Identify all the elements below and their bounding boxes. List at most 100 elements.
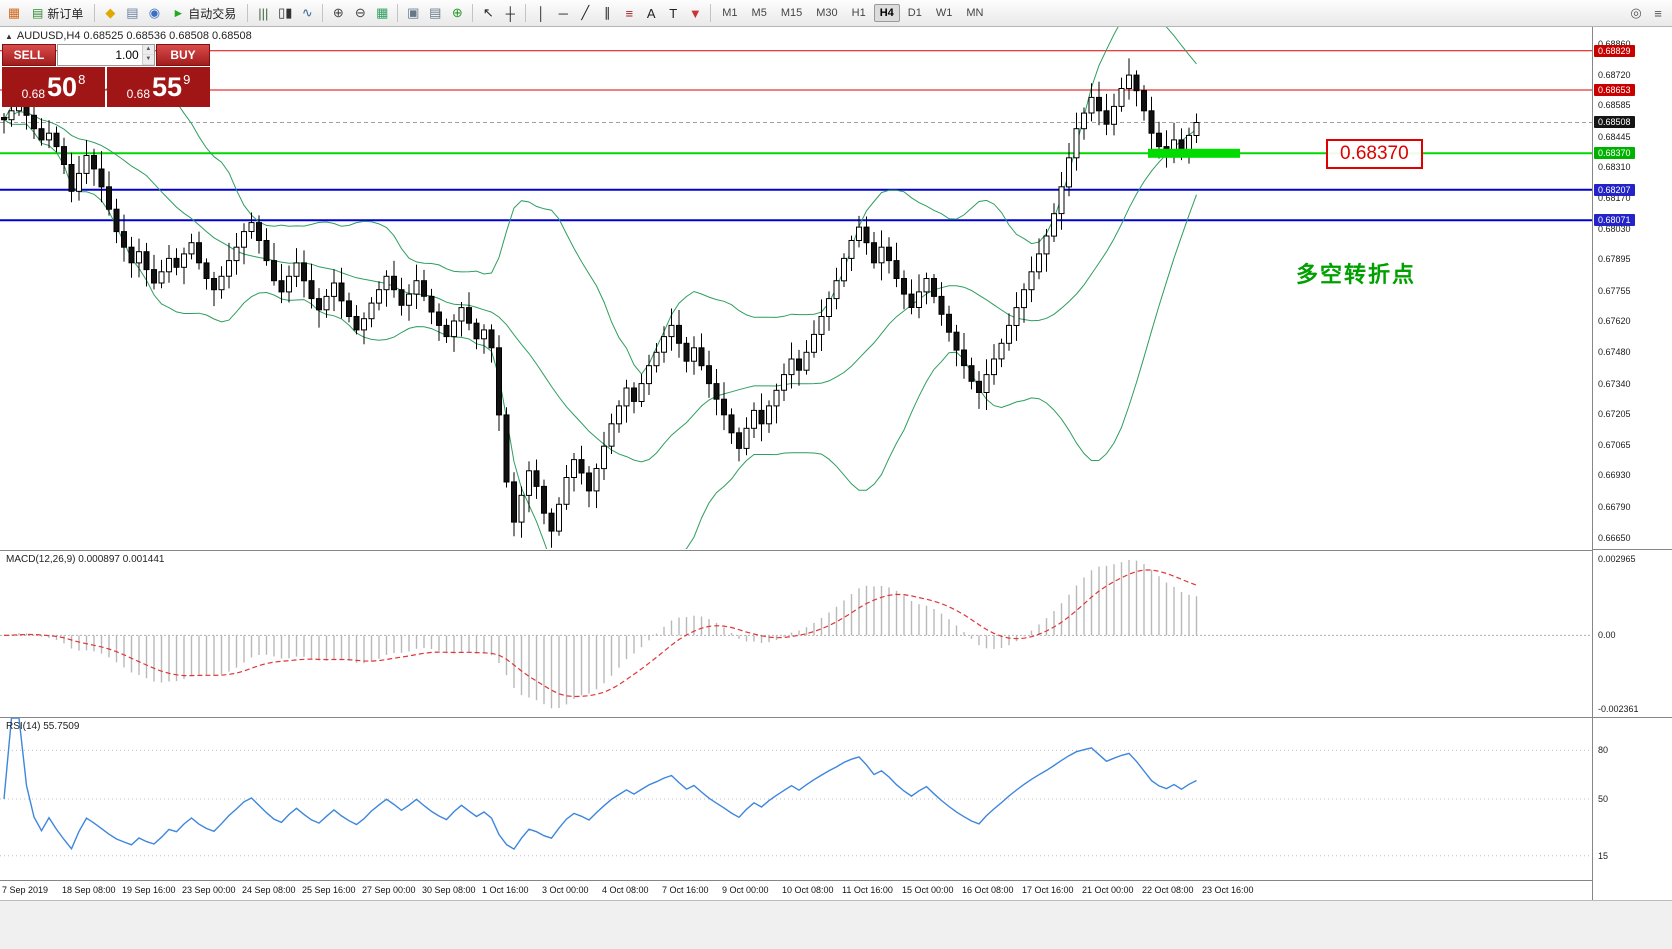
- sell-price-prefix: 0.68: [21, 87, 46, 101]
- price-axis[interactable]: 0.68860 0.68720 0.68585 0.68445 0.68310 0.681…: [1592, 27, 1672, 900]
- community-icon[interactable]: ◉: [148, 5, 161, 20]
- cascade-windows-icon[interactable]: ▤: [429, 5, 442, 20]
- autotrading-button[interactable]: ► 自动交易: [165, 3, 243, 24]
- toolbar-separator: [525, 4, 527, 22]
- new-order-icon: ▤: [32, 6, 44, 20]
- price-level-box: 0.68370: [1594, 147, 1635, 160]
- chart-annotation-text: 多空转折点: [1296, 262, 1417, 287]
- toolbar-separator: [472, 4, 474, 22]
- rsi-canvas[interactable]: [0, 717, 1592, 879]
- fibonacci-icon[interactable]: ≡: [625, 5, 634, 21]
- time-label: 3 Oct 00:00: [542, 885, 589, 895]
- search-icon[interactable]: ◎: [1630, 5, 1642, 20]
- rsi-tick: 50: [1598, 794, 1609, 804]
- timeframe-mn[interactable]: MN: [960, 4, 989, 22]
- time-label: 7 Sep 2019: [2, 885, 49, 895]
- chart-area[interactable]: 7 Sep 2019 18 Sep 08:00 19 Sep 16:00 23 Sep…: [0, 27, 1672, 949]
- time-label: 16 Oct 08:00: [962, 885, 1014, 895]
- rsi-indicator-label: RSI(14) 55.7509: [6, 721, 80, 732]
- price-tick: 0.67895: [1598, 254, 1631, 265]
- autotrading-button-label: 自动交易: [188, 6, 237, 21]
- sell-button[interactable]: SELL: [2, 44, 56, 66]
- volume-up-icon[interactable]: ▲: [142, 45, 154, 55]
- zoom-in-icon[interactable]: ⊕: [332, 5, 344, 20]
- sell-price-tile[interactable]: 0.68 50 8: [2, 67, 105, 107]
- grid-icon[interactable]: ▦: [376, 5, 389, 20]
- new-order-button-label: 新订单: [47, 6, 84, 21]
- charts-folder-icon[interactable]: ◆: [105, 5, 116, 20]
- time-label: 23 Sep 00:00: [182, 885, 236, 895]
- line-chart-icon[interactable]: ∿: [301, 5, 313, 20]
- timeframe-m15[interactable]: M15: [775, 4, 808, 22]
- new-order-button[interactable]: ▤ 新订单: [25, 3, 90, 24]
- label-icon[interactable]: T: [669, 5, 678, 21]
- cursor-icon[interactable]: ↖: [482, 5, 494, 20]
- price-level-box: 0.68207: [1594, 183, 1635, 196]
- one-click-trade-panel: SELL ▲ ▼ BUY 0.68 50 8 0.68: [2, 44, 210, 107]
- volume-down-icon[interactable]: ▼: [142, 55, 154, 65]
- timeframe-m5[interactable]: M5: [746, 4, 773, 22]
- buy-price-pips: 9: [183, 72, 191, 87]
- time-label: 21 Oct 00:00: [1082, 885, 1134, 895]
- text-icon[interactable]: A: [646, 5, 656, 21]
- time-label: 15 Oct 00:00: [902, 885, 954, 895]
- buy-price-big: 55: [152, 72, 183, 102]
- main-chart-canvas[interactable]: [0, 27, 1592, 549]
- time-label: 9 Oct 00:00: [722, 885, 769, 895]
- buy-price-tile[interactable]: 0.68 55 9: [107, 67, 210, 107]
- price-tick: 0.67755: [1598, 285, 1631, 296]
- price-tick: 0.68170: [1598, 193, 1631, 204]
- toolbar: ▦ ▤ 新订单 ◆ ▤ ◉ ► 自动交易 ||| ▯▮ ∿ ⊕ ⊖ ▦ ▣ ▤ ⊕ ↖ ┼ │ ─ ╱ ∥ ≡ A T ▼ M1 M5 M…: [0, 0, 1672, 27]
- price-tick: 0.68310: [1598, 161, 1631, 172]
- price-axis-rsi[interactable]: 80 50 15: [1593, 717, 1672, 880]
- price-level-tag[interactable]: 0.68370: [1326, 139, 1423, 169]
- price-tick: 0.67205: [1598, 408, 1631, 419]
- zoom-out-icon[interactable]: ⊖: [354, 5, 366, 20]
- toolbar-separator: [710, 4, 712, 22]
- macd-canvas[interactable]: [0, 550, 1592, 716]
- bar-chart-icon[interactable]: |||: [258, 5, 269, 21]
- channel-icon[interactable]: ∥: [604, 5, 611, 20]
- indicators-icon[interactable]: ⊕: [451, 5, 463, 20]
- volume-input[interactable]: [58, 45, 142, 65]
- time-label: 7 Oct 16:00: [662, 885, 709, 895]
- timeframe-h1[interactable]: H1: [846, 4, 872, 22]
- crosshair-icon[interactable]: ┼: [505, 5, 515, 21]
- timeframe-d1[interactable]: D1: [902, 4, 928, 22]
- price-level-box: 0.68071: [1594, 214, 1635, 227]
- timeframe-w1[interactable]: W1: [930, 4, 959, 22]
- arrow-objects-icon[interactable]: ▼: [688, 5, 702, 21]
- candlestick-icon[interactable]: ▯▮: [278, 5, 293, 20]
- tile-windows-icon[interactable]: ▣: [407, 5, 420, 20]
- horizontal-line-icon[interactable]: ─: [558, 5, 568, 21]
- price-axis-main[interactable]: 0.68860 0.68720 0.68585 0.68445 0.68310 0.681…: [1593, 27, 1672, 549]
- price-tick: 0.68030: [1598, 224, 1631, 235]
- collapse-icon[interactable]: ▲: [5, 31, 13, 41]
- price-axis-macd[interactable]: 0.002965 0.00 -0.002361: [1593, 549, 1672, 717]
- timeframe-m1[interactable]: M1: [716, 4, 743, 22]
- timeframe-h4[interactable]: H4: [873, 4, 900, 22]
- time-label: 30 Sep 08:00: [422, 885, 476, 895]
- time-label: 17 Oct 16:00: [1022, 885, 1074, 895]
- organize-icon[interactable]: ≡: [1654, 5, 1662, 21]
- price-tick: 0.66790: [1598, 501, 1631, 512]
- chart-title-text: AUDUSD,H4 0.68525 0.68536 0.68508 0.6850…: [16, 30, 252, 42]
- time-axis[interactable]: 7 Sep 2019 18 Sep 08:00 19 Sep 16:00 23 Sep…: [0, 880, 1592, 900]
- macd-indicator-label: MACD(12,26,9) 0.000897 0.001441: [6, 554, 165, 565]
- price-tick: 0.68445: [1598, 131, 1631, 142]
- macd-tick: 0.00: [1598, 630, 1616, 641]
- autotrading-icon: ►: [172, 6, 185, 20]
- time-label: 11 Oct 16:00: [842, 885, 893, 895]
- toolbar-separator: [322, 4, 324, 22]
- vertical-line-icon[interactable]: │: [537, 5, 546, 21]
- price-tick: 0.66650: [1598, 532, 1631, 543]
- price-tick: 0.68720: [1598, 70, 1631, 81]
- price-tick: 0.68860: [1598, 38, 1631, 49]
- timeframe-m30[interactable]: M30: [810, 4, 843, 22]
- window-icon[interactable]: ▦: [7, 5, 21, 20]
- buy-button[interactable]: BUY: [156, 44, 210, 66]
- print-icon[interactable]: ▤: [126, 5, 139, 20]
- trendline-icon[interactable]: ╱: [581, 5, 590, 20]
- time-label: 1 Oct 16:00: [482, 885, 529, 895]
